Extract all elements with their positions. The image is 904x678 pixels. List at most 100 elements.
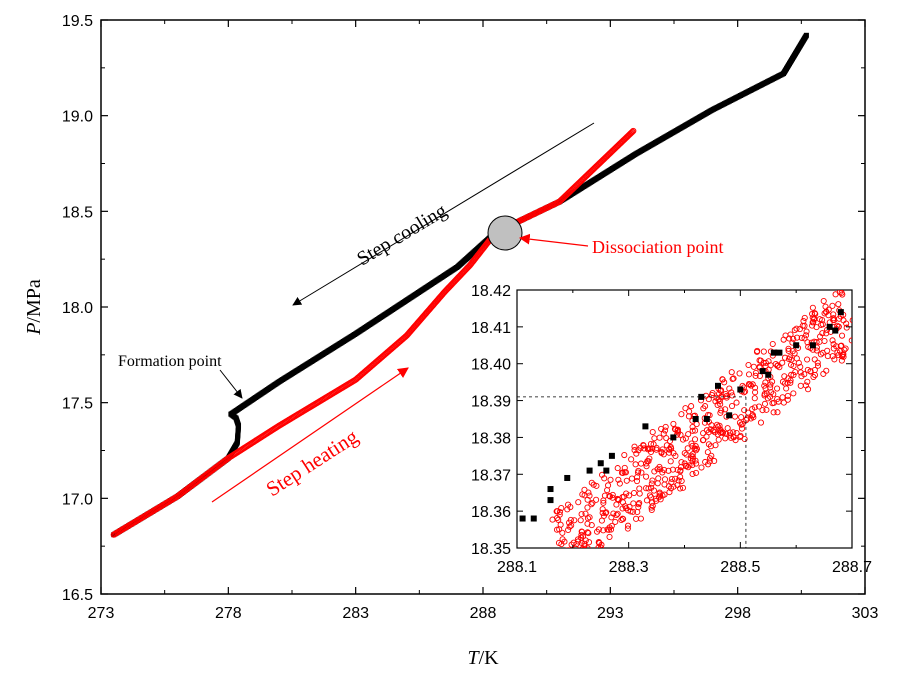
data-point [689, 453, 696, 460]
data-point [621, 464, 628, 471]
data-point [599, 506, 606, 513]
data-point [799, 322, 806, 329]
data-point [623, 490, 630, 497]
data-point [649, 429, 656, 436]
x-tick-label: 278 [215, 605, 242, 622]
data-point [634, 508, 641, 516]
data-point [794, 334, 801, 341]
data-point [718, 393, 725, 400]
data-point [745, 371, 753, 378]
data-point [660, 430, 667, 437]
data-point [585, 539, 593, 546]
data-point [643, 463, 650, 470]
data-point [600, 499, 607, 506]
data-point [570, 539, 577, 546]
data-point [648, 480, 655, 487]
data-point [630, 127, 637, 135]
data-point [680, 436, 687, 443]
data-point [590, 481, 597, 488]
inset-y-tick-label: 18.39 [471, 394, 511, 411]
data-point [804, 356, 811, 363]
data-point [726, 385, 733, 392]
data-point [635, 501, 642, 508]
data-point [631, 443, 638, 450]
data-point [678, 411, 685, 418]
data-point [715, 436, 722, 443]
data-point [709, 389, 716, 397]
data-point [621, 451, 628, 459]
data-point [770, 349, 777, 356]
data-point [649, 445, 656, 452]
data-point [775, 398, 782, 405]
data-point [547, 486, 554, 493]
data-point [584, 504, 591, 511]
inset-y-tick-label: 18.40 [471, 357, 511, 374]
data-point [597, 460, 604, 467]
data-point [691, 436, 699, 443]
data-point [830, 311, 837, 318]
data-point [814, 359, 821, 366]
data-point [849, 317, 852, 324]
data-point [650, 487, 658, 494]
data-point [749, 381, 756, 388]
inset-y-tick-label: 18.38 [471, 430, 511, 447]
data-point [556, 508, 563, 516]
data-point [672, 426, 679, 433]
formation-point-label: Formation point [118, 353, 222, 370]
data-point [733, 399, 740, 406]
data-point [578, 528, 586, 535]
data-point [772, 360, 779, 368]
data-point [588, 522, 595, 529]
data-point [666, 489, 673, 496]
data-point [632, 515, 640, 522]
data-point [708, 452, 715, 459]
y-tick-label: 17.5 [62, 396, 93, 413]
data-point [657, 492, 664, 499]
data-point [677, 468, 684, 475]
data-point [702, 403, 709, 410]
data-point [786, 335, 793, 342]
step-cooling-arrow [292, 122, 595, 306]
data-point [750, 363, 757, 370]
data-point [746, 381, 753, 388]
data-point [841, 346, 848, 353]
inset-x-tick-label: 288.5 [720, 559, 760, 576]
data-point [782, 332, 789, 339]
data-point [840, 317, 847, 324]
data-point [643, 497, 650, 504]
data-point [659, 492, 666, 499]
data-point [553, 526, 561, 533]
dissociation-marker [487, 215, 523, 251]
data-point [751, 404, 758, 411]
data-point [790, 371, 797, 379]
series-heating [110, 127, 637, 538]
data-point [641, 445, 648, 452]
data-point [705, 441, 712, 448]
data-point [674, 482, 681, 489]
data-point [638, 469, 645, 476]
y-tick-label: 17.0 [62, 491, 93, 508]
data-point [791, 327, 798, 334]
data-point [830, 341, 837, 348]
inset-series-cooling [519, 309, 844, 522]
data-point [584, 545, 591, 548]
data-point [519, 515, 526, 522]
data-point [564, 474, 571, 481]
data-point [555, 539, 563, 547]
data-point [621, 469, 628, 476]
x-tick-label: 273 [88, 605, 115, 622]
data-point [618, 469, 625, 476]
data-point [651, 435, 658, 442]
data-point [636, 485, 643, 492]
data-point [711, 457, 718, 465]
data-point [785, 347, 792, 354]
data-point [659, 469, 666, 476]
data-point [823, 309, 830, 316]
data-point [568, 522, 575, 529]
data-point [759, 368, 766, 375]
data-point [785, 356, 793, 363]
data-point [804, 378, 811, 385]
data-point [608, 514, 615, 521]
data-point [738, 421, 745, 428]
data-point [793, 325, 800, 332]
